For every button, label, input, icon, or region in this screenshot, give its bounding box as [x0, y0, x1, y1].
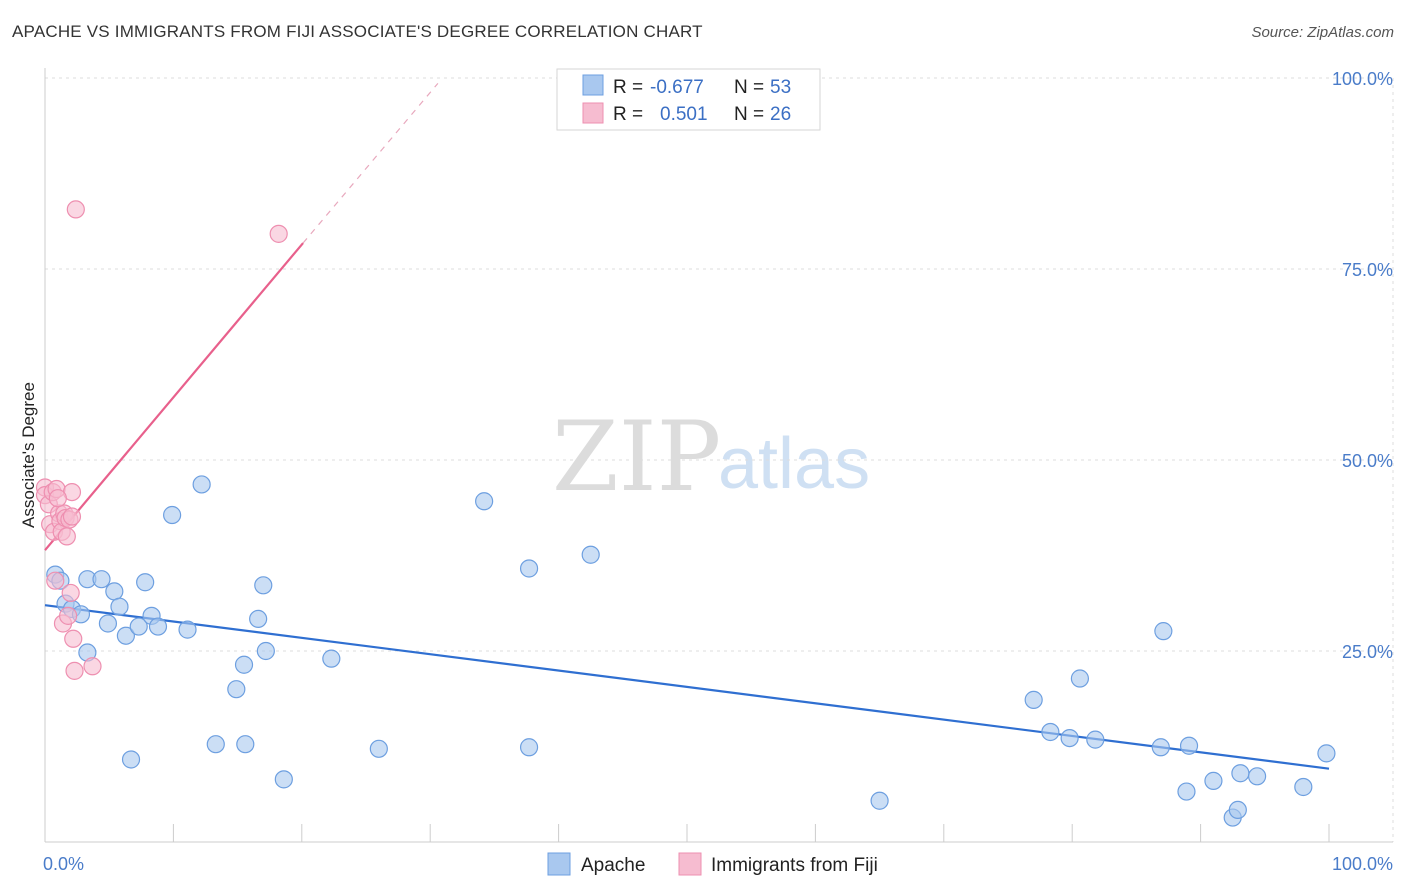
- point-apache-10: [110, 597, 129, 616]
- point-apache-25: [254, 576, 273, 595]
- y-tick-label-100: 100.0%: [1332, 69, 1393, 89]
- point-fiji-21: [65, 661, 84, 680]
- point-apache-8: [98, 614, 118, 633]
- data-points: [35, 200, 1336, 827]
- watermark-atlas: atlas: [718, 424, 870, 504]
- point-apache-43: [1179, 736, 1199, 755]
- point-fiji-19: [62, 507, 82, 526]
- trend-line-fiji: [44, 242, 304, 551]
- point-apache-16: [148, 617, 168, 636]
- y-tick-label-25: 25.0%: [1342, 642, 1393, 662]
- legend-r-label-apache: R =: [613, 77, 643, 98]
- point-fiji-23: [83, 657, 102, 676]
- point-fiji-20: [64, 629, 83, 648]
- legend-n-label-apache: N =: [734, 77, 764, 98]
- point-apache-19: [192, 475, 211, 494]
- point-apache-23: [236, 735, 255, 754]
- point-apache-12: [121, 750, 141, 769]
- point-fiji-14: [57, 527, 76, 546]
- trend-line-apache: [44, 604, 1330, 770]
- legend-n-value-apache: 53: [770, 77, 791, 98]
- source-credit: Source: ZipAtlas.com: [1251, 24, 1394, 41]
- point-apache-37: [1060, 728, 1079, 748]
- point-apache-26: [256, 641, 275, 661]
- legend-swatch-fiji: [582, 102, 604, 124]
- legend-swatch-apache: [582, 74, 604, 96]
- point-apache-49: [1294, 777, 1313, 797]
- series-label-fiji: Immigrants from Fiji: [711, 855, 878, 876]
- y-tick-label-75: 75.0%: [1342, 260, 1393, 280]
- point-apache-46: [1228, 800, 1247, 820]
- trend-line-fiji-extension: [302, 82, 439, 244]
- point-apache-29: [369, 739, 388, 758]
- legend-r-value-apache: -0.677: [650, 77, 704, 98]
- point-apache-18: [178, 620, 197, 639]
- series-swatch-fiji: [678, 852, 702, 876]
- trend-lines: [44, 82, 1330, 770]
- point-apache-36: [1041, 722, 1060, 742]
- y-tick-label-50: 50.0%: [1342, 451, 1393, 471]
- point-apache-11: [116, 626, 135, 645]
- point-apache-50: [1317, 744, 1336, 763]
- point-fiji-6: [46, 571, 65, 590]
- point-fiji-24: [269, 224, 288, 243]
- point-apache-33: [581, 545, 600, 564]
- point-apache-22: [234, 655, 254, 674]
- point-apache-47: [1231, 764, 1250, 783]
- point-apache-28: [322, 649, 341, 668]
- watermark-zip: ZIP: [552, 401, 721, 513]
- x-tick-label-max: 100.0%: [1332, 854, 1393, 874]
- point-apache-42: [1177, 782, 1196, 801]
- correlation-legend: R = -0.677 N = 53 R = 0.501 N = 26: [556, 68, 821, 131]
- point-fiji-25: [48, 489, 67, 508]
- axes: 25.0% 50.0% 75.0% 100.0% 0.0% 100.0%: [43, 68, 1393, 874]
- point-apache-35: [1024, 690, 1043, 709]
- point-apache-48: [1247, 767, 1267, 786]
- point-apache-41: [1154, 622, 1173, 641]
- series-label-apache: Apache: [581, 855, 645, 876]
- point-apache-20: [206, 735, 225, 754]
- point-apache-30: [475, 492, 494, 511]
- point-apache-9: [105, 582, 124, 601]
- point-apache-44: [1204, 771, 1223, 790]
- point-apache-14: [136, 573, 155, 592]
- legend-r-value-fiji: 0.501: [660, 104, 708, 125]
- legend-n-label-fiji: N =: [734, 104, 764, 125]
- y-axis-label: Associate's Degree: [19, 382, 38, 528]
- point-apache-31: [519, 738, 539, 757]
- legend-r-label-fiji: R =: [613, 104, 643, 125]
- point-apache-34: [870, 791, 889, 810]
- point-apache-39: [1086, 730, 1105, 749]
- legend-n-value-fiji: 26: [770, 104, 791, 125]
- x-tick-label-min: 0.0%: [43, 854, 84, 874]
- point-apache-32: [519, 559, 539, 578]
- point-fiji-22: [66, 200, 85, 219]
- point-apache-17: [163, 505, 182, 525]
- point-apache-24: [249, 609, 268, 629]
- grid-lines: [45, 77, 1394, 842]
- series-legend: Apache Immigrants from Fiji: [547, 852, 878, 876]
- chart-title: APACHE VS IMMIGRANTS FROM FIJI ASSOCIATE…: [12, 22, 703, 41]
- point-fiji-15: [59, 606, 78, 625]
- series-swatch-apache: [547, 852, 571, 876]
- point-apache-38: [1070, 669, 1090, 688]
- point-apache-40: [1151, 738, 1170, 757]
- point-apache-27: [274, 770, 293, 789]
- point-apache-21: [227, 680, 246, 699]
- point-apache-7: [92, 570, 111, 589]
- point-apache-13: [129, 617, 148, 636]
- point-fiji-17: [61, 583, 80, 603]
